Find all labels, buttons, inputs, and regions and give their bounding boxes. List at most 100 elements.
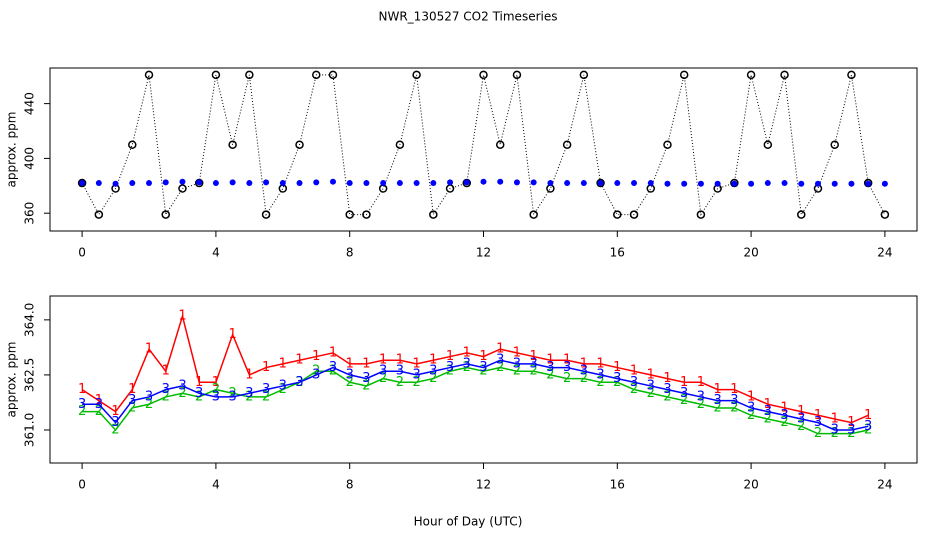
point-marker: 3 — [145, 389, 153, 404]
point — [77, 178, 87, 188]
point-marker: 2 — [479, 364, 487, 379]
point — [263, 179, 270, 186]
point — [129, 180, 136, 187]
point-marker: 1 — [613, 360, 621, 375]
point — [746, 70, 756, 80]
point-marker: 2 — [647, 386, 655, 401]
point-marker: 2 — [396, 375, 404, 390]
point — [497, 178, 504, 185]
point-marker: 3 — [262, 382, 270, 397]
point-marker: 2 — [346, 375, 354, 390]
point — [881, 180, 888, 187]
point-marker: 2 — [630, 382, 638, 397]
point — [346, 180, 353, 187]
point-marker: 1 — [412, 356, 420, 371]
point — [413, 180, 420, 187]
point-marker: 1 — [797, 404, 805, 419]
point — [697, 180, 704, 187]
point-marker: 3 — [847, 422, 855, 437]
point-marker: 3 — [630, 375, 638, 390]
point-marker: 2 — [797, 419, 805, 434]
point-marker: 2 — [847, 426, 855, 441]
point — [748, 180, 755, 187]
point-marker: 3 — [346, 367, 354, 382]
point-marker: 1 — [730, 382, 738, 397]
point-marker: 2 — [279, 382, 287, 397]
y-tick-label: 364.0 — [23, 303, 37, 337]
point-marker: 1 — [814, 408, 822, 423]
point-marker: 3 — [580, 364, 588, 379]
point — [429, 210, 438, 219]
point — [328, 70, 338, 80]
point-marker: 3 — [111, 415, 119, 430]
point — [363, 180, 370, 187]
point-marker: 1 — [245, 367, 253, 382]
point-marker: 1 — [379, 353, 387, 368]
point — [196, 179, 203, 186]
y-axis-label: approx. ppm — [5, 342, 19, 418]
point-marker: 2 — [446, 364, 454, 379]
point-marker: 2 — [95, 404, 103, 419]
x-tick-label: 24 — [877, 478, 892, 492]
point-marker: 3 — [228, 389, 236, 404]
point-marker: 2 — [312, 364, 320, 379]
point-marker: 1 — [546, 353, 554, 368]
series-line — [81, 313, 869, 424]
point — [380, 180, 387, 187]
point — [278, 184, 288, 193]
point-marker: 3 — [162, 382, 170, 397]
point-marker: 3 — [362, 371, 370, 386]
x-tick-label: 0 — [78, 246, 86, 260]
x-tick-label: 8 — [346, 246, 354, 260]
point-marker: 3 — [178, 378, 186, 393]
point — [562, 140, 572, 149]
point-marker: 1 — [697, 375, 705, 390]
point-marker: 2 — [195, 389, 203, 404]
point-marker: 3 — [797, 411, 805, 426]
point-marker: 1 — [831, 411, 839, 426]
point — [95, 180, 102, 187]
x-tick-label: 16 — [610, 478, 625, 492]
point — [396, 180, 403, 187]
point-marker: 1 — [429, 353, 437, 368]
series-line — [82, 366, 869, 435]
point-marker: 1 — [212, 375, 220, 390]
point-marker: 3 — [596, 367, 604, 382]
point — [714, 180, 721, 187]
plot-frame — [49, 67, 918, 232]
point — [313, 179, 320, 186]
point — [663, 140, 672, 149]
point-marker: 2 — [864, 422, 872, 437]
point-marker: 1 — [596, 356, 604, 371]
point-marker: 2 — [463, 360, 471, 375]
point-marker: 1 — [513, 345, 521, 360]
point-marker: 2 — [245, 389, 253, 404]
point — [696, 210, 706, 219]
point-marker: 2 — [730, 400, 738, 415]
point-marker: 1 — [647, 367, 655, 382]
x-tick-label: 24 — [877, 246, 892, 260]
point — [880, 210, 890, 219]
point — [512, 70, 522, 80]
point-marker: 2 — [613, 375, 621, 390]
point-marker: 3 — [279, 378, 287, 393]
point — [830, 140, 839, 149]
point-marker: 1 — [279, 356, 287, 371]
point-marker: 1 — [262, 360, 270, 375]
y-tick-label: 400 — [23, 147, 37, 170]
point — [345, 210, 354, 219]
point-marker: 1 — [764, 397, 772, 412]
point-marker: 2 — [412, 375, 420, 390]
point-marker: 3 — [680, 386, 688, 401]
point — [780, 70, 789, 80]
point-marker: 3 — [714, 393, 722, 408]
point — [664, 180, 671, 187]
point — [681, 180, 688, 187]
point — [245, 70, 254, 80]
point-marker: 1 — [295, 353, 303, 368]
y-tick-label: 440 — [23, 92, 37, 115]
point — [530, 179, 537, 186]
point — [144, 70, 154, 80]
x-tick-label: 16 — [610, 246, 625, 260]
point — [580, 180, 587, 187]
